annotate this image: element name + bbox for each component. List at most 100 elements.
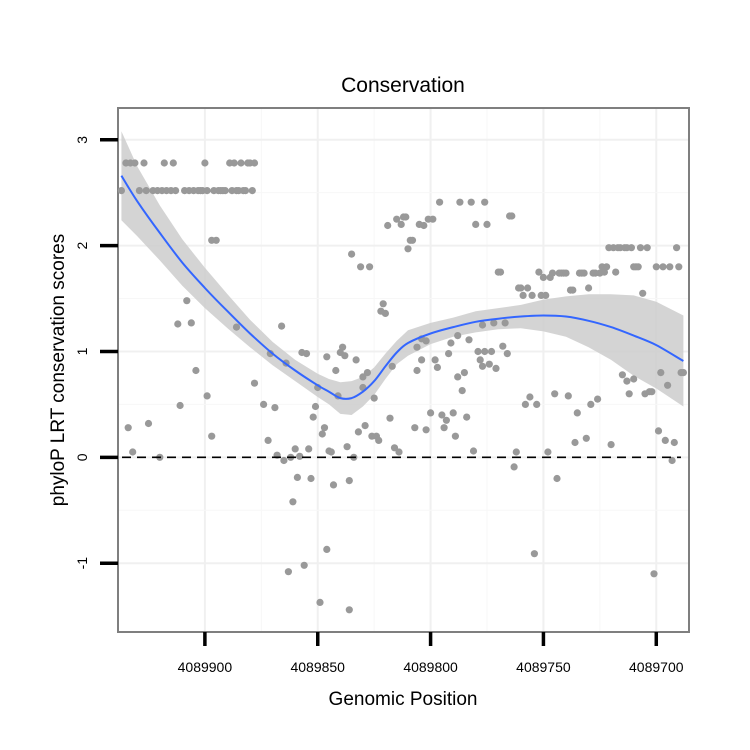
data-point: [535, 268, 543, 276]
data-point: [654, 427, 663, 435]
y-tick-label: 1: [74, 347, 90, 355]
data-point: [192, 366, 200, 375]
data-point: [142, 187, 150, 195]
data-point: [427, 409, 435, 417]
data-point: [140, 159, 148, 167]
data-point: [469, 447, 478, 455]
data-point: [530, 550, 539, 558]
data-point: [454, 373, 462, 381]
data-point: [402, 213, 410, 221]
data-point: [436, 198, 444, 206]
data-point: [460, 369, 468, 377]
data-point: [422, 337, 430, 345]
data-point: [144, 419, 153, 428]
data-point: [569, 286, 577, 294]
data-point: [183, 297, 191, 305]
data-point: [463, 413, 471, 421]
plot-panel: [117, 107, 690, 633]
data-point: [250, 379, 259, 387]
data-point: [612, 268, 620, 276]
data-point: [323, 353, 331, 361]
data-point: [564, 392, 572, 400]
data-point: [657, 369, 665, 377]
data-point: [307, 474, 315, 483]
data-point: [413, 343, 421, 351]
data-point: [429, 215, 437, 223]
data-point: [472, 220, 480, 228]
data-point: [490, 319, 498, 327]
data-point: [474, 347, 482, 356]
data-point: [582, 434, 590, 442]
data-point: [271, 404, 279, 412]
data-point: [418, 356, 426, 364]
data-point: [343, 443, 351, 451]
data-point: [503, 350, 511, 358]
data-point: [348, 250, 356, 258]
data-point: [580, 269, 588, 277]
data-point: [397, 220, 405, 228]
data-point: [187, 319, 195, 327]
data-point: [395, 448, 403, 456]
data-point: [237, 159, 245, 167]
data-point: [451, 432, 459, 440]
data-point: [661, 436, 669, 444]
data-point: [643, 244, 651, 252]
data-point: [587, 400, 595, 408]
data-point: [278, 322, 286, 330]
data-point: [323, 545, 331, 554]
data-point: [508, 212, 516, 220]
data-point: [458, 387, 466, 395]
data-point: [311, 402, 320, 411]
data-point: [539, 273, 548, 281]
data-point: [623, 377, 631, 385]
x-tick-label: 4089800: [403, 659, 458, 675]
y-tick-label: 3: [74, 136, 90, 144]
data-point: [341, 352, 349, 360]
data-point: [627, 244, 636, 252]
data-point: [666, 263, 674, 271]
data-point: [169, 159, 177, 167]
data-point: [499, 342, 507, 350]
x-tick-label: 4089850: [290, 659, 345, 675]
data-point: [124, 424, 132, 432]
data-point: [528, 291, 536, 299]
data-point: [551, 390, 559, 398]
data-point: [250, 159, 259, 167]
data-point: [339, 343, 347, 351]
data-point: [442, 416, 450, 424]
data-point: [375, 436, 383, 444]
data-point: [160, 159, 168, 167]
data-point: [639, 289, 647, 297]
data-point: [264, 436, 272, 444]
data-point: [517, 284, 525, 292]
data-point: [652, 263, 660, 271]
data-point: [332, 366, 340, 375]
data-point: [320, 424, 329, 432]
data-point: [465, 336, 473, 344]
data-point: [496, 268, 505, 276]
data-point: [454, 332, 462, 340]
data-point: [172, 187, 180, 195]
data-point: [422, 426, 430, 434]
data-point: [670, 438, 678, 447]
data-point: [420, 221, 428, 230]
data-point: [630, 263, 638, 271]
data-point: [492, 364, 500, 372]
data-point: [318, 430, 326, 438]
data-point: [361, 422, 369, 430]
data-point: [329, 481, 338, 489]
data-point: [510, 463, 518, 471]
data-point: [449, 409, 457, 417]
data-point: [379, 300, 387, 308]
x-axis-label: Genomic Position: [329, 689, 478, 710]
data-point: [533, 400, 541, 408]
data-point: [679, 369, 688, 377]
data-point: [519, 291, 527, 299]
data-point: [594, 395, 602, 403]
data-point: [542, 291, 550, 299]
data-point: [352, 356, 360, 364]
x-tick-label: 4089700: [629, 659, 684, 675]
data-point: [230, 159, 238, 167]
data-point: [664, 381, 672, 389]
